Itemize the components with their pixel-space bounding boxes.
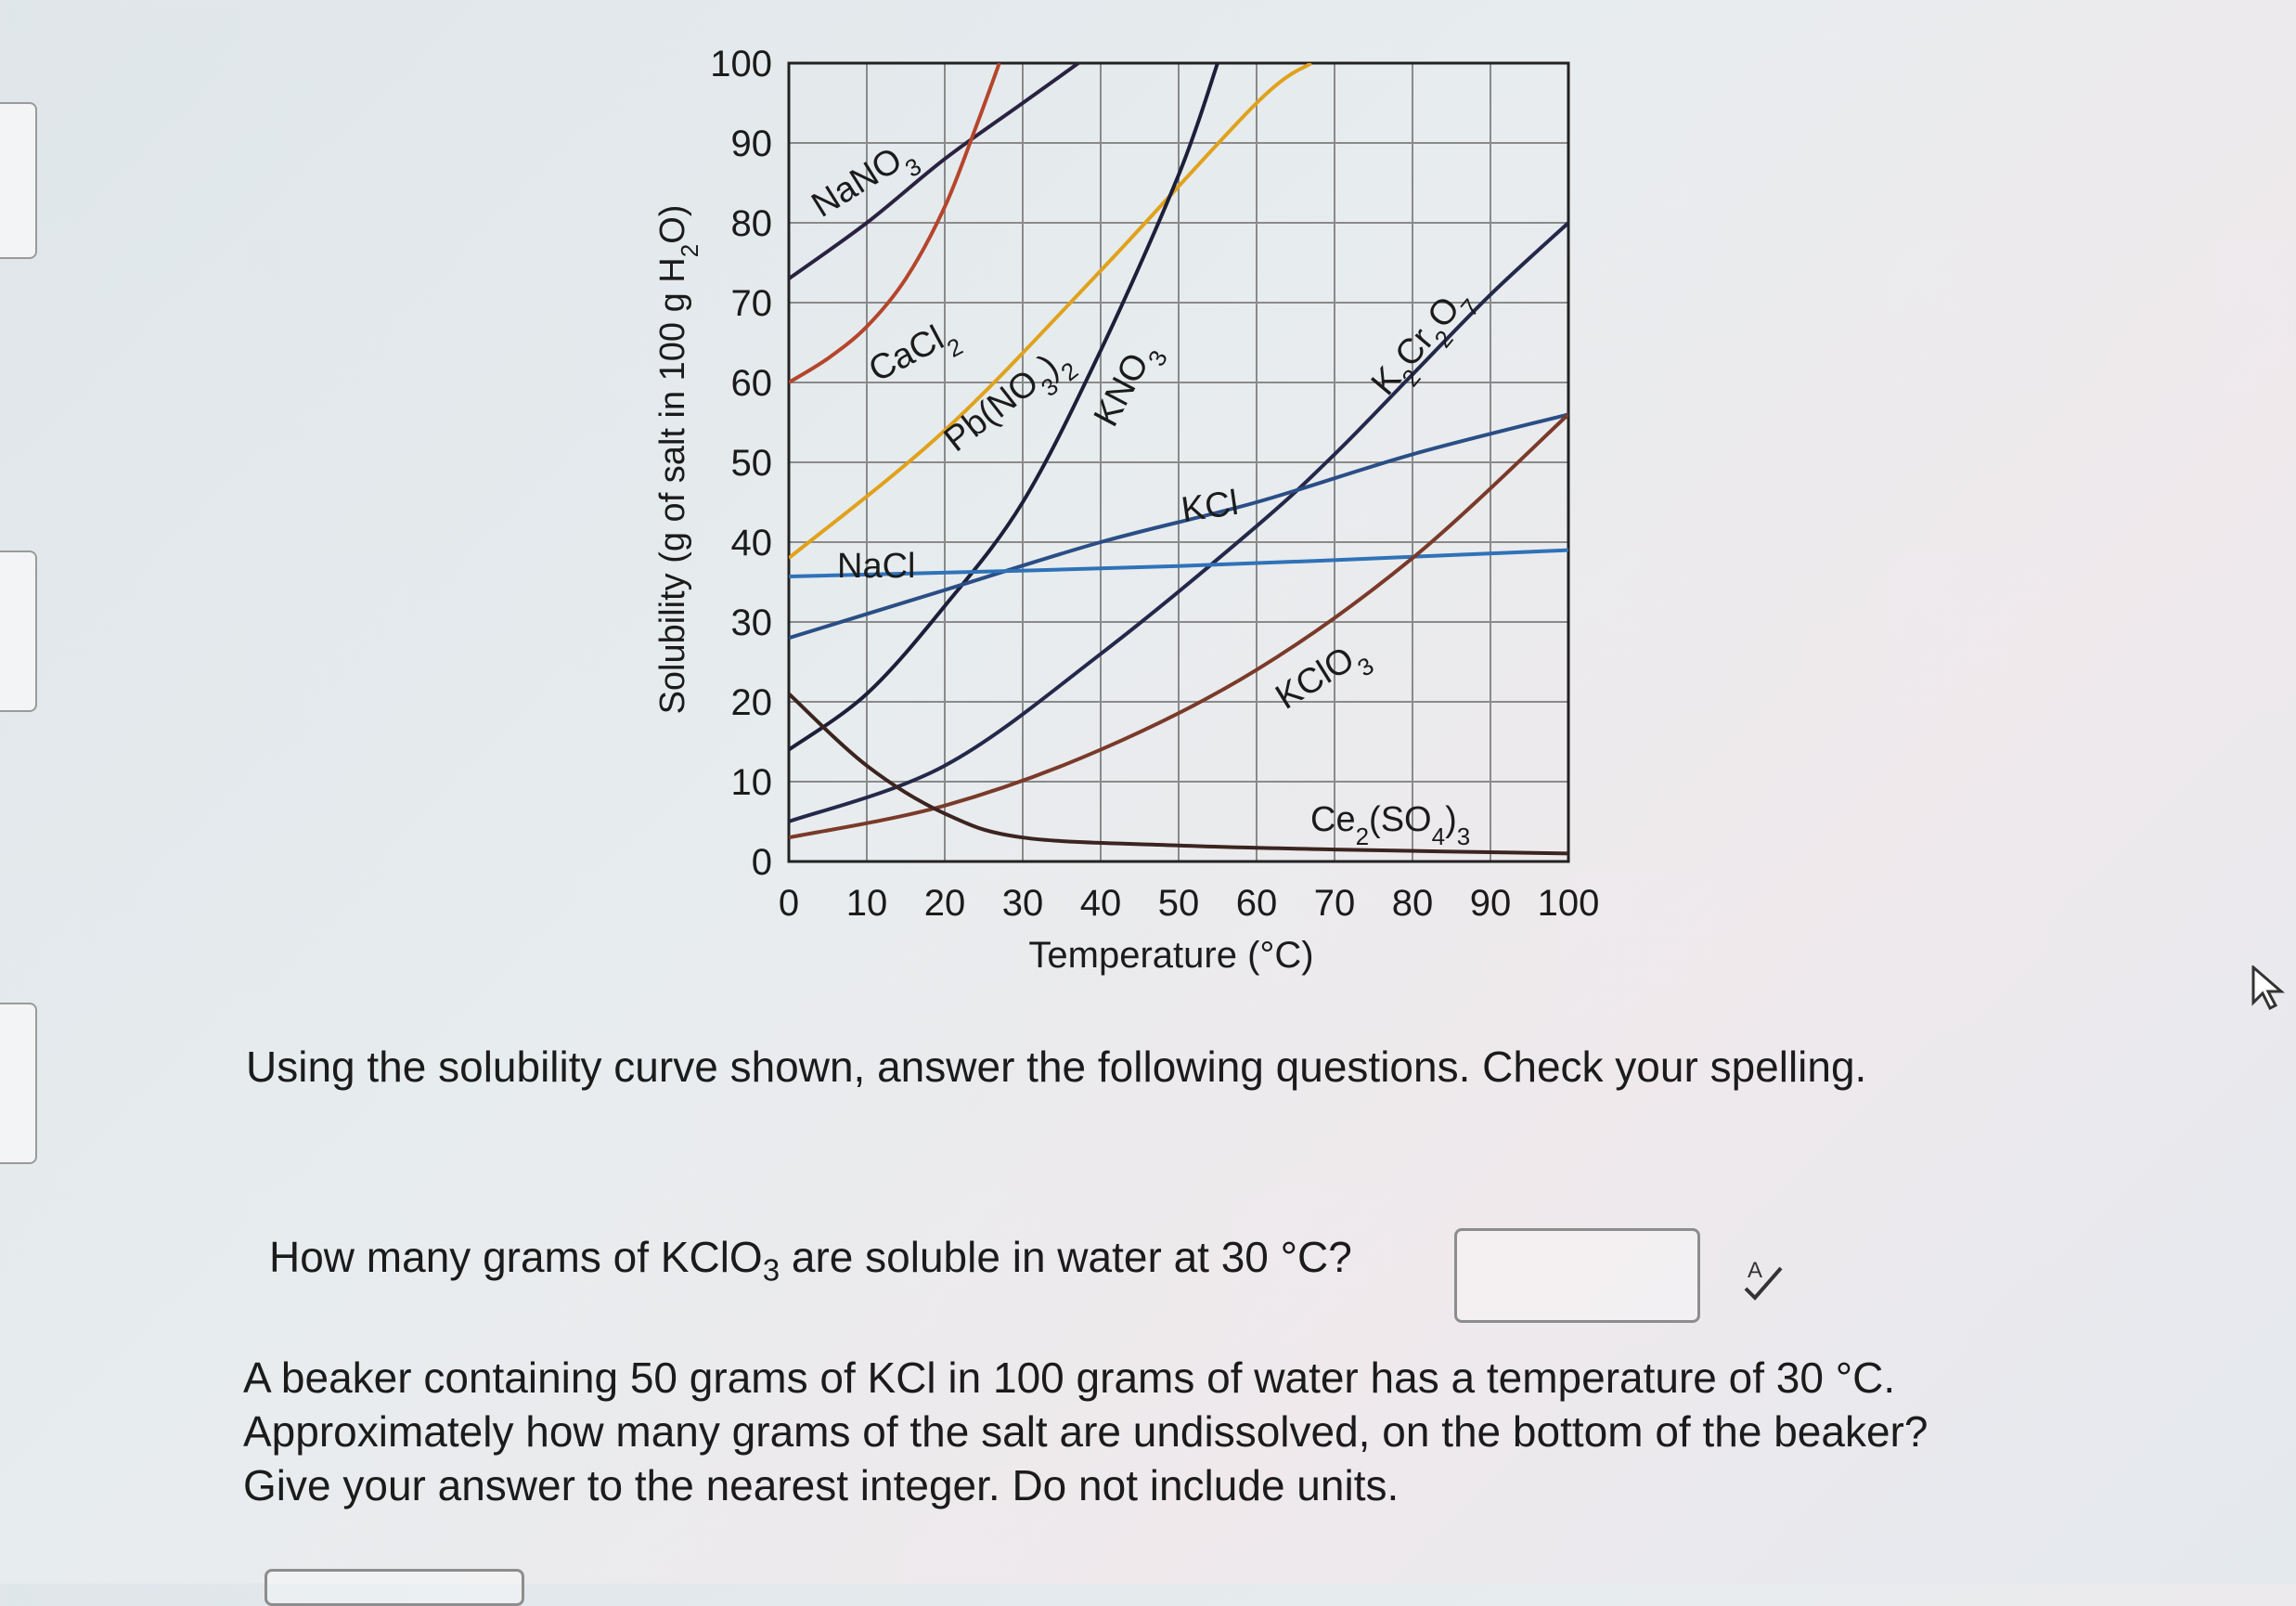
- y-tick-label: 60: [731, 363, 773, 404]
- series-line-6: [789, 548, 1568, 578]
- series-line-0: [789, 63, 1082, 280]
- x-tick-label: 0: [779, 883, 799, 924]
- label-ce2so43: Ce2(SO4)3: [1310, 800, 1470, 850]
- series-line-2: [789, 63, 1312, 560]
- question-prompt: Using the solubility curve shown, answer…: [246, 1043, 1867, 1091]
- side-panel-tab-3[interactable]: [0, 1003, 37, 1164]
- x-tick-label: 10: [846, 883, 888, 924]
- y-tick-label: 0: [752, 842, 772, 883]
- x-tick-label: 60: [1236, 883, 1278, 924]
- spellcheck-icon[interactable]: A: [1740, 1255, 1792, 1307]
- question-kclo3-text-b: are soluble in water at 30 °C?: [780, 1233, 1352, 1281]
- y-tick-label: 20: [731, 682, 773, 723]
- answer-input-kcl[interactable]: [264, 1569, 524, 1606]
- x-tick-label: 90: [1470, 883, 1512, 924]
- label-k2cr2o7: K2Cr2O7: [1364, 279, 1485, 410]
- y-tick-label: 90: [731, 123, 773, 164]
- question-kclo3: How many grams of KClO3 are soluble in w…: [269, 1230, 1352, 1286]
- side-panel-tab-1[interactable]: [0, 102, 37, 259]
- label-kclo3: KClO3: [1270, 632, 1379, 727]
- chart-ticks: 0 10 20 30 40 50 60 70 80 90 100 0 10 20 30 40 50 60 70 80 9…: [710, 44, 1599, 924]
- chart-series: [789, 63, 1568, 856]
- question-kclo3-subscript: 3: [762, 1253, 780, 1289]
- y-tick-label: 40: [731, 523, 773, 563]
- series-line-8: [789, 692, 1568, 856]
- label-kcl: KCl: [1179, 484, 1240, 530]
- series-line-5: [789, 412, 1568, 641]
- svg-text:A: A: [1748, 1258, 1762, 1283]
- x-tick-label: 70: [1314, 883, 1356, 924]
- question-kclo3-text-a: How many grams of KClO: [269, 1233, 763, 1281]
- y-tick-label: 100: [710, 44, 772, 84]
- y-axis-title: Solubility (g of salt in 100 g H2O): [653, 205, 703, 715]
- x-tick-label: 40: [1080, 883, 1122, 924]
- x-axis-title: Temperature (°C): [1028, 935, 1313, 976]
- x-tick-label: 50: [1158, 883, 1200, 924]
- mouse-pointer-icon: [2251, 965, 2286, 1011]
- answer-input-kclo3[interactable]: [1454, 1228, 1700, 1323]
- series-line-3: [789, 63, 1219, 752]
- side-panel-tab-2[interactable]: [0, 550, 37, 712]
- question-kcl-undissolved: A beaker containing 50 grams of KCl in 1…: [243, 1353, 1928, 1509]
- x-tick-label: 80: [1392, 883, 1434, 924]
- y-tick-label: 70: [731, 283, 773, 324]
- plot-frame: [787, 61, 1570, 863]
- series-line-1: [789, 63, 1001, 384]
- y-tick-label: 80: [731, 203, 773, 244]
- label-nano3: NaNO3: [806, 133, 926, 234]
- series-line-7: [789, 412, 1568, 840]
- label-nacl: NaCl: [837, 547, 915, 586]
- x-tick-label: 100: [1538, 883, 1600, 924]
- label-cacl2: CaCl2: [863, 312, 968, 399]
- series-line-4: [789, 221, 1568, 823]
- y-tick-label: 50: [731, 443, 773, 484]
- x-tick-label: 30: [1002, 883, 1044, 924]
- y-tick-label: 10: [731, 762, 773, 803]
- x-tick-label: 20: [924, 883, 966, 924]
- y-tick-label: 30: [731, 602, 773, 643]
